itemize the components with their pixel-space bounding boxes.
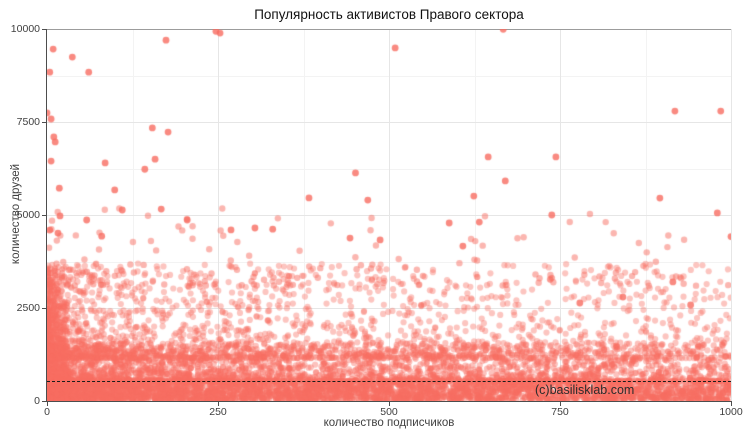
scatter-points-canvas: [47, 29, 731, 401]
y-tick-mark: [42, 29, 46, 30]
plot-area: (c)basilisklab.com: [47, 29, 732, 401]
x-tick-label: 500: [380, 406, 398, 418]
y-tick-label: 2500: [16, 302, 40, 314]
x-tick-mark: [731, 402, 732, 406]
gridline-major: [731, 29, 732, 401]
y-tick-label: 0: [34, 395, 40, 407]
y-tick-label: 7500: [16, 116, 40, 128]
y-tick-label: 5000: [16, 209, 40, 221]
x-tick-mark: [218, 402, 219, 406]
x-tick-mark: [560, 402, 561, 406]
x-axis-title: количество подписчиков: [323, 417, 455, 429]
y-tick-mark: [42, 401, 46, 402]
y-tick-mark: [42, 308, 46, 309]
x-axis-line: [46, 401, 732, 402]
x-tick-label: 750: [551, 406, 569, 418]
reference-dashed-line: [47, 380, 731, 382]
x-tick-label: 250: [209, 406, 227, 418]
y-axis-line: [46, 29, 47, 402]
y-tick-label: 10000: [10, 23, 40, 35]
x-tick-label: 0: [44, 406, 50, 418]
x-tick-label: 1000: [719, 406, 743, 418]
y-tick-mark: [42, 215, 46, 216]
x-tick-mark: [47, 402, 48, 406]
watermark-text: (c)basilisklab.com: [535, 383, 635, 397]
x-tick-mark: [389, 402, 390, 406]
chart-title: Популярность активистов Правого сектора: [254, 7, 524, 22]
y-tick-mark: [42, 122, 46, 123]
